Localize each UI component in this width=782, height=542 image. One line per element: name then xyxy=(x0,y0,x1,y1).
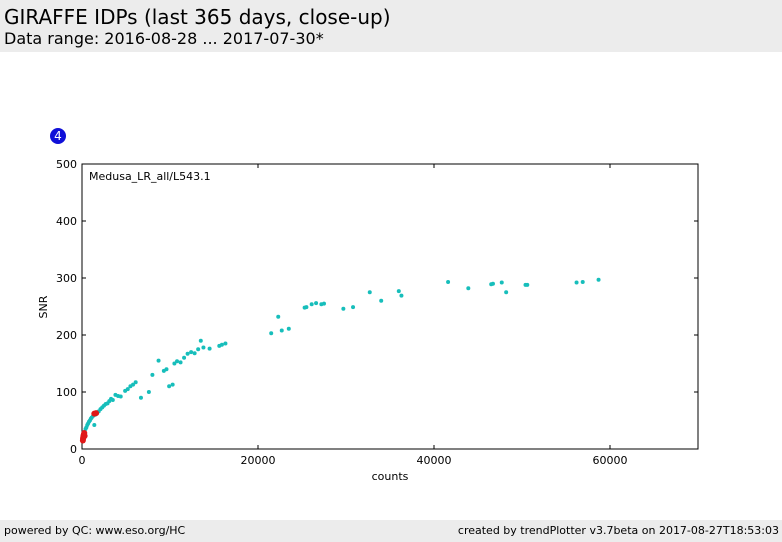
data-point xyxy=(175,359,180,364)
y-axis-label: SNR xyxy=(37,295,50,318)
x-tick-label: 20000 xyxy=(241,454,276,467)
data-point xyxy=(309,302,314,307)
data-point xyxy=(276,314,281,319)
data-point xyxy=(525,282,530,287)
data-point xyxy=(192,351,197,356)
data-point xyxy=(150,372,155,377)
data-point xyxy=(156,358,161,363)
data-point xyxy=(189,350,194,355)
data-point xyxy=(167,384,172,389)
y-tick-label: 0 xyxy=(70,443,77,456)
x-tick-label: 0 xyxy=(79,454,86,467)
data-point xyxy=(269,331,274,336)
data-point xyxy=(198,338,203,343)
x-axis-ticks: 0 20000 40000 60000 xyxy=(79,164,628,467)
data-point xyxy=(219,342,224,347)
footer-powered-by: powered by QC: www.eso.org/HC xyxy=(4,524,186,537)
data-point xyxy=(196,347,201,352)
data-point xyxy=(490,281,495,286)
data-range-subtitle: Data range: 2016-08-28 ... 2017-07-30* xyxy=(4,29,324,48)
data-point xyxy=(574,280,579,285)
data-point xyxy=(207,346,212,351)
y-axis-ticks: 0 100 200 300 400 500 xyxy=(56,158,698,456)
data-point xyxy=(131,382,136,387)
footer-bar: powered by QC: www.eso.org/HC created by… xyxy=(0,520,782,542)
data-point xyxy=(367,290,372,295)
data-point xyxy=(596,277,601,282)
header-bar: GIRAFFE IDPs (last 365 days, close-up) D… xyxy=(0,0,782,52)
data-point xyxy=(146,390,151,394)
data-point xyxy=(110,397,115,402)
x-tick-label: 60000 xyxy=(593,454,628,467)
data-point xyxy=(504,290,509,295)
data-point xyxy=(182,355,187,360)
data-point xyxy=(314,301,319,306)
data-point xyxy=(125,387,130,392)
data-point xyxy=(164,367,169,372)
data-point xyxy=(466,286,471,291)
data-point xyxy=(286,326,291,331)
data-point xyxy=(322,301,326,306)
data-point xyxy=(92,423,97,428)
data-point xyxy=(172,361,177,366)
data-point xyxy=(351,305,356,310)
data-point xyxy=(178,360,183,365)
y-tick-label: 300 xyxy=(56,272,77,285)
data-point xyxy=(133,380,138,385)
footer-created-by: created by trendPlotter v3.7beta on 2017… xyxy=(457,524,779,537)
data-point xyxy=(201,345,206,350)
data-point xyxy=(223,341,228,346)
scatter-points xyxy=(79,277,601,444)
y-tick-label: 200 xyxy=(56,329,77,342)
data-point xyxy=(446,279,451,284)
data-point xyxy=(118,394,123,399)
plot-annotation: Medusa_LR_all/L543.1 xyxy=(89,170,211,183)
page-title: GIRAFFE IDPs (last 365 days, close-up) xyxy=(4,5,391,29)
data-point xyxy=(580,279,585,284)
data-point xyxy=(93,410,100,417)
x-tick-label: 40000 xyxy=(417,454,452,467)
data-point xyxy=(499,280,504,285)
data-point xyxy=(279,328,284,333)
data-point xyxy=(170,382,175,387)
plot-area-frame xyxy=(81,163,699,450)
data-point xyxy=(185,351,190,356)
y-tick-label: 100 xyxy=(56,386,77,399)
data-point xyxy=(379,298,384,303)
data-point xyxy=(304,305,309,310)
data-point xyxy=(396,289,401,294)
y-tick-label: 500 xyxy=(56,158,77,171)
y-tick-label: 400 xyxy=(56,215,77,228)
data-point xyxy=(81,432,88,439)
x-axis-label: counts xyxy=(372,470,409,483)
plot-number-badge: 4 xyxy=(50,128,66,144)
data-point xyxy=(341,306,346,311)
data-point xyxy=(138,395,143,400)
data-point xyxy=(399,293,404,298)
